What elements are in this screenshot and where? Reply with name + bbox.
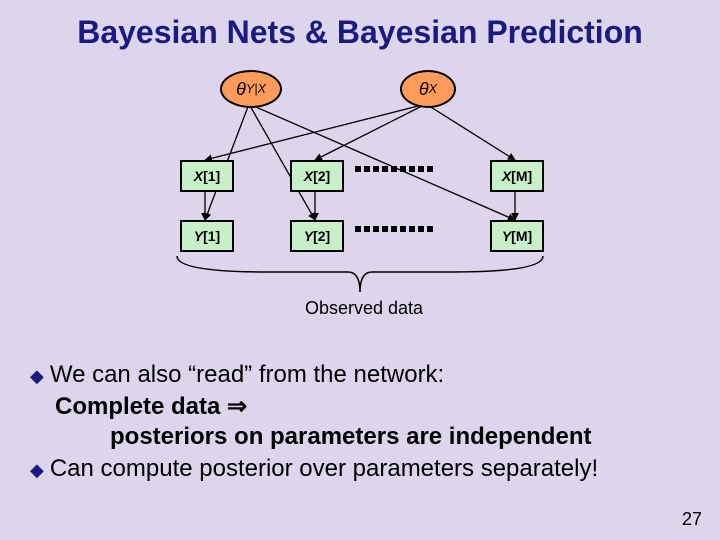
x-node-0: X[1] <box>180 160 234 192</box>
bayesian-net-diagram: θY|XθX X[1]X[2]X[M] Y[1]Y[2]Y[M] Observe… <box>120 70 600 300</box>
x-node-2: X[M] <box>490 160 544 192</box>
ellipsis-dots-1 <box>355 226 433 232</box>
y-node-0: Y[1] <box>180 220 234 252</box>
body-line-4: ◆Can compute posterior over parameters s… <box>30 454 690 484</box>
body-line-3: posteriors on parameters are independent <box>110 422 720 452</box>
observed-data-label: Observed data <box>305 298 423 319</box>
body-line-2: Complete data ⇒ <box>55 392 715 422</box>
param-node-thetaYX: θY|X <box>220 70 282 108</box>
bullet-icon: ◆ <box>30 366 44 386</box>
observed-data-brace <box>175 254 545 294</box>
y-node-2: Y[M] <box>490 220 544 252</box>
param-node-thetaX: θX <box>400 70 456 108</box>
slide-title: Bayesian Nets & Bayesian Prediction <box>0 14 720 51</box>
y-node-1: Y[2] <box>290 220 344 252</box>
bullet-icon: ◆ <box>30 460 44 480</box>
page-number: 27 <box>682 509 702 530</box>
ellipsis-dots-0 <box>355 166 433 172</box>
x-node-1: X[2] <box>290 160 344 192</box>
body-line-1: ◆We can also “read” from the network: <box>30 360 690 390</box>
